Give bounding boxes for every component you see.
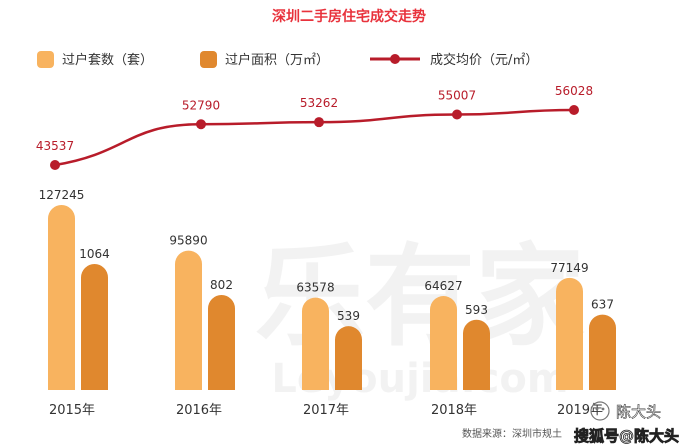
bar-units-4 [556, 277, 583, 390]
price-point-2 [314, 117, 324, 128]
label-price-4: 56028 [555, 84, 593, 98]
label-price-3: 55007 [438, 88, 476, 102]
label-units-4: 77149 [550, 261, 588, 275]
label-units-2: 63578 [296, 281, 334, 295]
bars-layer [48, 204, 616, 390]
label-area-1: 802 [210, 278, 233, 292]
price-point-4 [569, 105, 579, 115]
x-axis: 2015年 2016年 2017年 2018年 2019年 [49, 403, 603, 418]
label-area-2: 539 [337, 309, 360, 323]
price-series-line [54, 108, 575, 167]
price-line-layer [50, 105, 579, 170]
legend-dot-price [390, 54, 400, 64]
legend-label-units: 过户套数（套） [62, 52, 153, 68]
bar-area-1 [208, 295, 235, 390]
label-units-3: 64627 [424, 279, 462, 293]
label-price-0: 43537 [36, 139, 74, 153]
author-credit: 陈大头 搜狐号@陈大头 [574, 401, 679, 445]
label-units-1: 95890 [169, 234, 207, 248]
label-price-2: 53262 [300, 96, 338, 110]
bar-units-3 [430, 296, 457, 390]
label-units-0: 127245 [39, 188, 85, 202]
author-avatar [590, 401, 610, 421]
platform-credit: 搜狐号@陈大头 [574, 427, 679, 445]
legend-swatch-area [200, 51, 217, 68]
data-source: 数据来源：深圳市规土 [462, 427, 562, 440]
author-avatar-eye [601, 407, 605, 411]
label-area-0: 1064 [79, 247, 110, 261]
bar-area-2 [335, 326, 362, 390]
x-tick-label-4: 2019年 [557, 403, 603, 418]
label-area-4: 637 [591, 298, 614, 312]
legend: 过户套数（套） 过户面积（万㎡） 成交均价（元/㎡） [37, 51, 538, 68]
chart-title: 深圳二手房住宅成交走势 [272, 8, 426, 25]
price-point-0 [50, 160, 60, 170]
legend-label-area: 过户面积（万㎡） [225, 52, 329, 68]
bar-area-0 [81, 264, 108, 390]
legend-swatch-units [37, 51, 54, 68]
x-tick-label-0: 2015年 [49, 403, 95, 418]
label-price-1: 52790 [182, 98, 220, 112]
price-point-1 [196, 119, 206, 130]
bar-units-0 [48, 204, 75, 390]
author-name: 陈大头 [616, 403, 661, 421]
bar-area-4 [589, 314, 616, 390]
bar-units-2 [302, 297, 329, 390]
x-tick-label-1: 2016年 [176, 403, 222, 418]
x-tick-label-2: 2017年 [303, 403, 349, 418]
author-avatar-eye [595, 407, 599, 411]
bar-units-1 [175, 250, 202, 390]
price-point-3 [452, 109, 462, 120]
label-area-3: 593 [465, 303, 488, 317]
bar-area-3 [463, 319, 490, 390]
legend-label-price: 成交均价（元/㎡） [430, 52, 538, 68]
x-tick-label-3: 2018年 [431, 403, 477, 418]
